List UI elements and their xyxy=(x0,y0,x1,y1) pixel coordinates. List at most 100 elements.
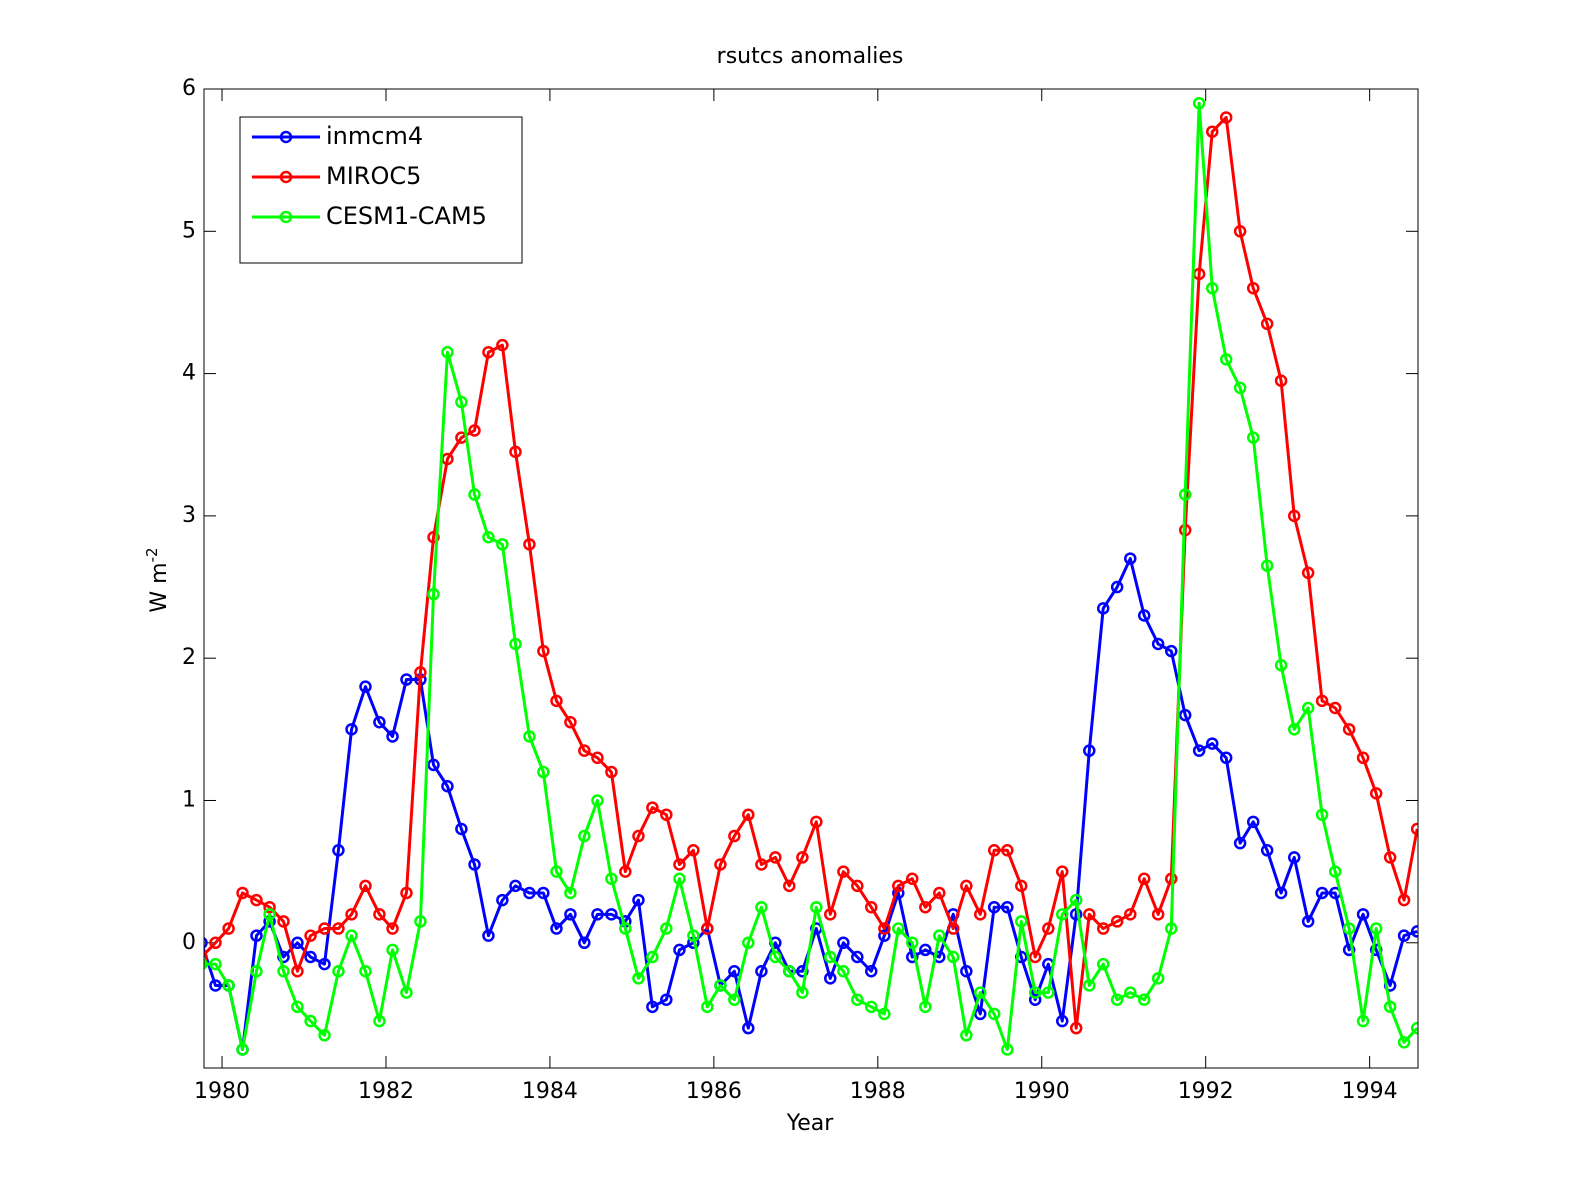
series-marker xyxy=(1069,893,1083,907)
series-marker xyxy=(304,1014,317,1028)
series-marker xyxy=(824,908,837,921)
series-marker xyxy=(1206,125,1219,138)
series-marker xyxy=(1015,879,1028,893)
x-tick-label: 1994 xyxy=(1342,1079,1398,1104)
series-marker xyxy=(824,972,837,985)
series-marker xyxy=(1274,374,1288,387)
series-marker xyxy=(1246,431,1260,444)
series-marker xyxy=(1287,851,1301,864)
series-marker xyxy=(1356,751,1370,765)
series-marker xyxy=(755,858,768,871)
series-marker xyxy=(987,900,1001,914)
series-marker xyxy=(578,744,591,757)
series-marker xyxy=(660,922,673,935)
series-marker xyxy=(523,730,536,743)
series-marker xyxy=(714,858,727,871)
series-marker xyxy=(291,936,304,950)
series-marker xyxy=(632,893,645,907)
series-marker xyxy=(414,915,427,928)
series-marker xyxy=(1356,1014,1370,1028)
series-marker xyxy=(482,530,495,544)
series-line xyxy=(204,115,1418,1030)
series-marker xyxy=(222,979,235,992)
series-marker xyxy=(1110,580,1124,594)
series-marker xyxy=(946,950,960,964)
series-marker xyxy=(1233,836,1247,850)
series-marker xyxy=(1260,844,1274,857)
series-marker xyxy=(1178,708,1192,722)
series-marker xyxy=(345,929,358,942)
series-marker xyxy=(742,808,755,821)
series-marker xyxy=(769,851,782,864)
series-marker xyxy=(427,758,440,772)
series-line xyxy=(204,101,1418,1051)
series-marker xyxy=(742,1021,755,1035)
series-marker xyxy=(1001,1043,1014,1056)
series-marker xyxy=(1192,96,1206,110)
series-marker xyxy=(1151,637,1165,651)
series-marker xyxy=(578,829,591,843)
series-marker xyxy=(414,666,427,679)
series-marker xyxy=(1287,723,1301,736)
series-marker xyxy=(1151,908,1165,921)
legend-label: MIROC5 xyxy=(326,162,421,190)
series-marker xyxy=(550,922,563,935)
series-marker xyxy=(783,964,796,978)
series-marker xyxy=(1397,893,1411,907)
series-marker xyxy=(359,964,372,978)
series-marker xyxy=(905,936,919,950)
series-marker xyxy=(1096,957,1110,971)
series-marker xyxy=(591,794,604,807)
series-marker xyxy=(537,644,550,658)
legend-label: CESM1-CAM5 xyxy=(326,202,487,230)
series-marker xyxy=(277,964,290,978)
legend-marker xyxy=(279,170,293,184)
series-marker xyxy=(605,872,618,885)
series-marker xyxy=(1287,509,1301,523)
series-marker xyxy=(209,957,222,971)
series-marker xyxy=(1055,865,1069,878)
series-marker xyxy=(837,936,850,950)
series-marker xyxy=(1137,872,1151,885)
series-marker xyxy=(1246,281,1260,295)
x-tick-label: 1990 xyxy=(1014,1079,1070,1104)
series-marker xyxy=(974,986,987,999)
series-marker xyxy=(1124,986,1137,999)
series-marker xyxy=(468,424,481,437)
series-marker xyxy=(496,893,509,907)
series-marker xyxy=(1001,844,1014,857)
series-marker xyxy=(564,886,577,900)
series-marker xyxy=(359,680,372,693)
series-marker xyxy=(509,637,522,651)
series-marker xyxy=(769,950,782,964)
legend-label: inmcm4 xyxy=(326,122,423,150)
series-marker xyxy=(878,922,891,935)
series-marker xyxy=(1315,694,1329,708)
series-marker xyxy=(1192,744,1206,757)
series-marker xyxy=(619,922,632,935)
series-marker xyxy=(1397,929,1411,942)
series-marker xyxy=(1165,644,1178,658)
series-marker xyxy=(810,900,823,914)
series-marker xyxy=(646,801,659,814)
series-marker xyxy=(591,908,604,921)
y-axis-label-sup: -2 xyxy=(143,547,161,562)
y-tick-label: 1 xyxy=(182,787,196,812)
series-marker xyxy=(905,872,919,885)
series-marker xyxy=(204,958,208,970)
series-marker xyxy=(1260,559,1274,572)
series-marker xyxy=(482,345,495,359)
series-marker xyxy=(933,886,946,900)
series-marker xyxy=(1028,986,1042,999)
series-marker xyxy=(523,886,536,900)
series-marker xyxy=(1055,908,1069,921)
series-marker xyxy=(796,851,809,864)
series-marker xyxy=(755,964,768,978)
series-marker xyxy=(742,936,755,950)
series-marker xyxy=(1206,281,1219,295)
series-marker xyxy=(318,1029,331,1042)
series-marker xyxy=(1342,723,1356,736)
series-marker xyxy=(864,900,878,914)
series-marker xyxy=(946,922,960,935)
x-tick-label: 1986 xyxy=(686,1079,742,1104)
